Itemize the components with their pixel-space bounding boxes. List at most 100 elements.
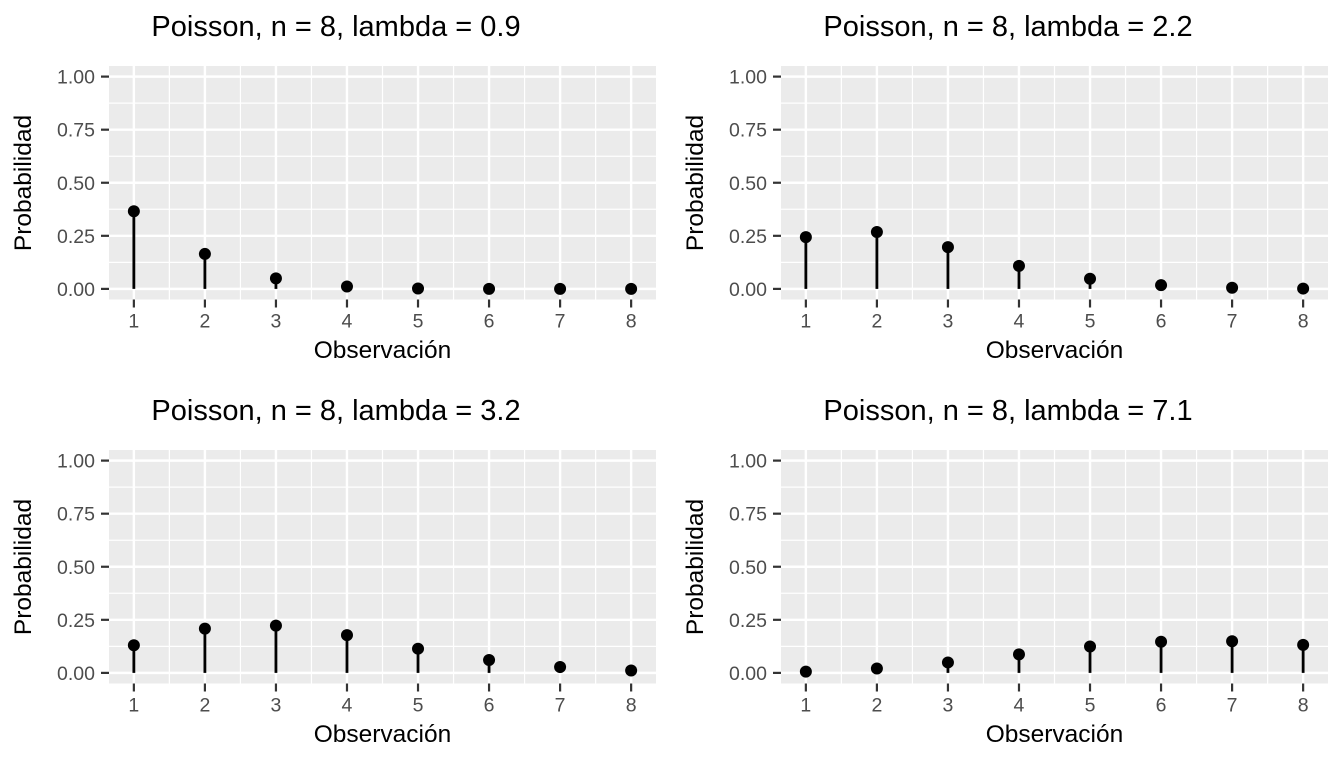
data-point (269, 272, 282, 285)
data-point (941, 241, 954, 254)
data-point (127, 639, 140, 652)
data-point (1084, 640, 1097, 653)
data-point (340, 280, 353, 293)
x-tick-label: 5 (413, 695, 424, 717)
x-tick-label: 7 (1227, 311, 1238, 333)
y-tick-label: 0.00 (729, 663, 767, 685)
data-point (269, 619, 282, 632)
x-axis-title: Observación (313, 721, 452, 748)
data-point (799, 231, 812, 244)
data-point (198, 247, 211, 260)
data-point (554, 660, 567, 673)
x-tick-label: 5 (1085, 311, 1096, 333)
x-tick-label: 6 (484, 311, 495, 333)
y-tick-label: 0.00 (57, 663, 95, 685)
x-tick-label: 5 (413, 311, 424, 333)
x-tick-label: 3 (271, 311, 282, 333)
y-tick-label: 1.00 (57, 67, 95, 89)
data-point (625, 664, 638, 677)
y-tick-label: 0.75 (57, 504, 95, 526)
plot-title: Poisson, n = 8, lambda = 7.1 (823, 395, 1193, 427)
plot-title: Poisson, n = 8, lambda = 0.9 (151, 11, 521, 43)
x-tick-label: 6 (1156, 311, 1167, 333)
plot-title: Poisson, n = 8, lambda = 2.2 (823, 11, 1193, 43)
data-point (1012, 648, 1025, 661)
x-tick-label: 2 (871, 695, 882, 717)
data-point (1226, 281, 1239, 294)
y-tick-label: 1.00 (57, 451, 95, 473)
plot-panel-lambda-7-1: 0.00 0.25 0.50 0.75 1.00 1 2 3 4 5 6 7 8 (729, 450, 1328, 717)
x-tick-label: 8 (626, 311, 637, 333)
x-tick-label: 2 (871, 311, 882, 333)
x-tick-label: 7 (1227, 695, 1238, 717)
x-tick-label: 4 (1014, 695, 1025, 717)
y-tick-label: 0.25 (57, 610, 95, 632)
data-point (1084, 272, 1097, 285)
data-point (198, 622, 211, 635)
y-tick-label: 0.50 (729, 557, 767, 579)
x-tick-label: 1 (128, 695, 139, 717)
data-point (1297, 282, 1310, 295)
data-point (870, 225, 883, 238)
plot-panel-lambda-0-9: 0.00 0.25 0.50 0.75 1.00 1 2 3 4 5 6 7 8 (57, 66, 656, 333)
x-tick-label: 3 (943, 311, 954, 333)
data-point (483, 653, 496, 666)
data-point (127, 205, 140, 218)
data-point (1155, 279, 1168, 292)
plot-panel-lambda-2-2: 0.00 0.25 0.50 0.75 1.00 1 2 3 4 5 6 7 8 (729, 66, 1328, 333)
x-tick-label: 4 (1014, 311, 1025, 333)
data-point (941, 656, 954, 669)
data-point (870, 662, 883, 675)
x-tick-label: 4 (342, 695, 353, 717)
y-tick-label: 1.00 (729, 451, 767, 473)
x-tick-label: 5 (1085, 695, 1096, 717)
y-tick-label: 0.25 (57, 226, 95, 248)
x-tick-label: 1 (800, 695, 811, 717)
y-axis-title: Probabilidad (682, 498, 709, 636)
y-tick-label: 1.00 (729, 67, 767, 89)
x-tick-label: 2 (199, 311, 210, 333)
plot-title: Poisson, n = 8, lambda = 3.2 (151, 395, 521, 427)
data-point (554, 282, 567, 295)
plot-panel-lambda-3-2: 0.00 0.25 0.50 0.75 1.00 1 2 3 4 5 6 7 8 (57, 450, 656, 717)
x-tick-label: 1 (128, 311, 139, 333)
y-tick-label: 0.25 (729, 610, 767, 632)
x-tick-label: 6 (1156, 695, 1167, 717)
data-point (1226, 635, 1239, 648)
facet-lambda-3-2: 0.00 0.25 0.50 0.75 1.00 1 2 3 4 5 6 7 8 Poisson, n … (0, 384, 672, 768)
data-point (412, 642, 425, 655)
y-tick-label: 0.00 (729, 279, 767, 301)
x-axis-title: Observación (985, 721, 1124, 748)
x-tick-label: 8 (1298, 695, 1309, 717)
y-tick-label: 0.50 (57, 557, 95, 579)
y-tick-label: 0.00 (57, 279, 95, 301)
data-point (799, 665, 812, 678)
x-tick-label: 3 (943, 695, 954, 717)
y-axis-title: Probabilidad (10, 114, 37, 252)
x-tick-label: 7 (555, 311, 566, 333)
data-point (625, 282, 638, 295)
x-axis-title: Observación (313, 337, 452, 364)
y-tick-label: 0.50 (729, 173, 767, 195)
facet-lambda-7-1: 0.00 0.25 0.50 0.75 1.00 1 2 3 4 5 6 7 8 Poisson, n … (672, 384, 1344, 768)
data-point (483, 282, 496, 295)
y-tick-label: 0.75 (729, 504, 767, 526)
y-axis-title: Probabilidad (10, 498, 37, 636)
x-tick-label: 2 (199, 695, 210, 717)
x-axis-title: Observación (985, 337, 1124, 364)
x-tick-label: 3 (271, 695, 282, 717)
y-tick-label: 0.75 (57, 120, 95, 142)
x-tick-label: 1 (800, 311, 811, 333)
data-point (1155, 635, 1168, 648)
x-tick-label: 8 (626, 695, 637, 717)
x-tick-label: 6 (484, 695, 495, 717)
y-tick-label: 0.50 (57, 173, 95, 195)
facet-lambda-2-2: 0.00 0.25 0.50 0.75 1.00 1 2 3 4 5 6 7 8 Poisson, n … (672, 0, 1344, 384)
y-tick-label: 0.25 (729, 226, 767, 248)
data-point (412, 282, 425, 295)
y-tick-label: 0.75 (729, 120, 767, 142)
data-point (1297, 638, 1310, 651)
x-tick-label: 8 (1298, 311, 1309, 333)
x-tick-label: 7 (555, 695, 566, 717)
